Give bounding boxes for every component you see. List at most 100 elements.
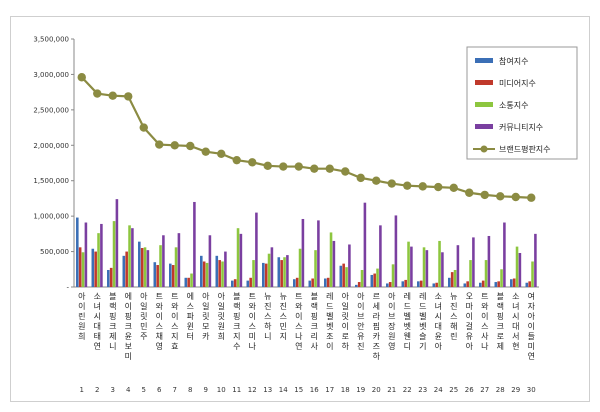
bar (326, 277, 330, 287)
bar (438, 240, 441, 287)
bar (143, 247, 147, 287)
rank-label: 22 (403, 386, 412, 394)
bar (469, 260, 472, 287)
bar (317, 220, 320, 287)
legend-label: 커뮤니티지수 (499, 122, 543, 132)
bar (125, 251, 128, 287)
bar (370, 274, 374, 287)
bar (224, 251, 227, 287)
bar (202, 261, 206, 287)
bar (435, 282, 438, 287)
bar (205, 262, 209, 287)
bar (432, 283, 436, 287)
bar (357, 282, 361, 287)
bar (78, 247, 82, 287)
bar (84, 222, 88, 287)
bar (156, 265, 159, 287)
bar (208, 235, 212, 287)
bar (534, 233, 537, 287)
line-point (480, 190, 489, 200)
bar (311, 278, 314, 287)
y-tick-label: 1,000,000 (33, 213, 69, 221)
bar (115, 199, 119, 287)
bar (280, 260, 283, 287)
bar (314, 250, 317, 287)
rank-label: 29 (511, 386, 520, 394)
bar (97, 233, 100, 287)
bar (293, 279, 296, 287)
rank-label: 25 (449, 386, 458, 394)
bar (262, 262, 265, 287)
line-point (527, 193, 536, 202)
line-point (124, 92, 133, 101)
bar (100, 223, 103, 287)
chart-frame: - 500,000 1,000,000 1,500,000 2,000,000 2,500… (10, 16, 590, 402)
bar (246, 280, 250, 287)
rank-label: 24 (434, 386, 443, 394)
bar (277, 257, 281, 287)
bar (112, 221, 116, 287)
bar (441, 252, 444, 287)
y-tick-label: 2,000,000 (33, 142, 69, 150)
rank-label: 28 (496, 386, 505, 394)
bar (91, 248, 95, 287)
y-tick-label: 2,500,000 (33, 106, 69, 114)
bar (177, 233, 181, 287)
line-point (511, 192, 520, 202)
bar (109, 267, 113, 287)
bar (410, 246, 413, 287)
legend-swatch (475, 80, 493, 85)
rank-label: 7 (173, 386, 177, 394)
line-point (201, 147, 210, 156)
bar (264, 263, 268, 287)
bar (419, 280, 423, 287)
rank-label: 8 (188, 386, 192, 394)
bar (193, 201, 196, 287)
line-point (325, 164, 334, 173)
bar (159, 245, 162, 287)
line-point (93, 89, 102, 98)
line-point (372, 176, 381, 185)
rank-label: 4 (126, 386, 131, 394)
legend-label: 소통지수 (499, 101, 528, 110)
bar (200, 255, 203, 287)
line-point (341, 167, 350, 176)
bar (174, 247, 178, 287)
bar (267, 253, 271, 287)
bar (270, 247, 274, 287)
rank-label: 27 (480, 386, 489, 394)
bar (153, 262, 157, 287)
legend-swatch (475, 58, 493, 63)
bar (528, 281, 531, 287)
rank-label: 15 (294, 386, 303, 394)
bar (162, 235, 165, 287)
rank-label: 26 (465, 386, 474, 394)
bar (184, 277, 188, 287)
bar (146, 250, 150, 287)
rank-label: 2 (95, 386, 99, 394)
bar (233, 279, 237, 287)
bar (388, 282, 392, 287)
bar (466, 281, 469, 287)
legend-box (466, 46, 578, 160)
bar (252, 260, 255, 287)
bar (298, 248, 302, 287)
line-point (186, 141, 195, 151)
bar (494, 282, 498, 287)
bar (515, 246, 519, 287)
bar (171, 265, 175, 287)
